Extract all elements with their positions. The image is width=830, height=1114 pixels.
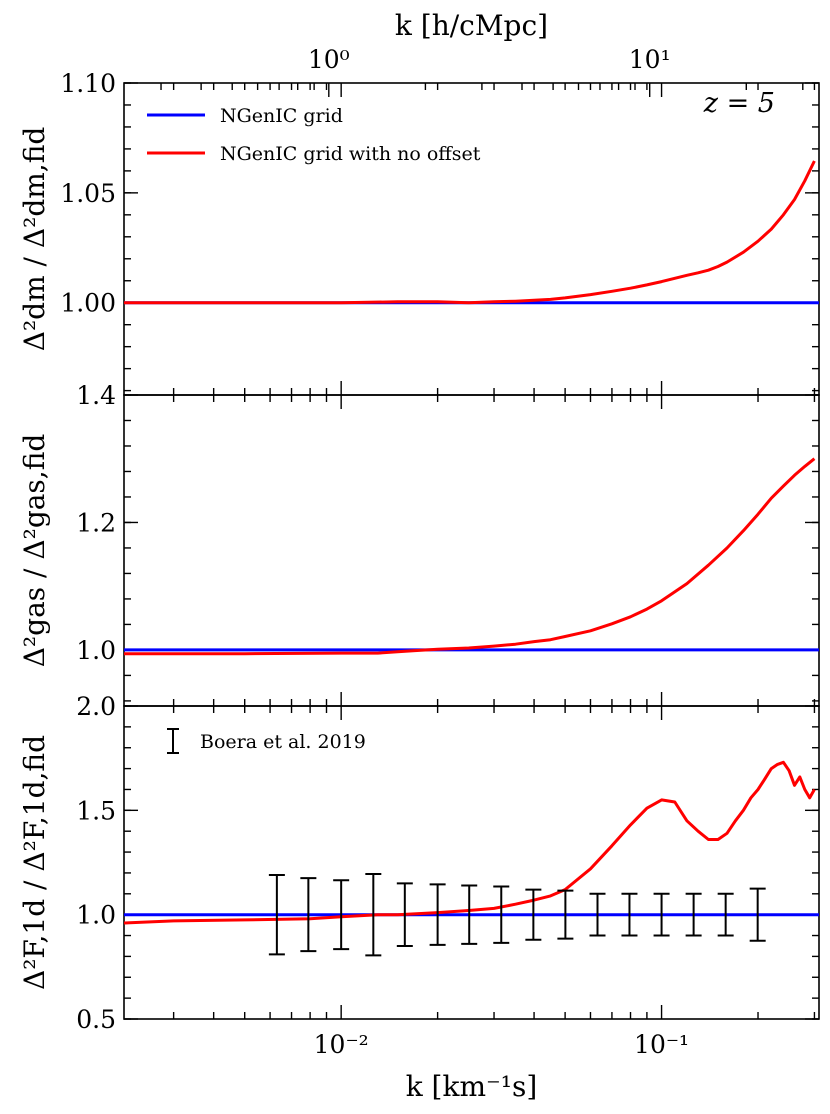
y-tick-label: 1.05 (60, 179, 116, 208)
top-tick-label: 10⁰ (308, 45, 350, 74)
x-axis-label: k [km⁻¹s] (406, 1070, 538, 1103)
series-line-no-offset (124, 457, 816, 656)
plot-area (124, 160, 819, 305)
errorbar (365, 872, 382, 957)
errorbar (300, 877, 317, 953)
y-tick-label: 1.4 (76, 381, 116, 410)
y-tick-label: 0.5 (76, 1005, 116, 1034)
y-tick-label: 1.00 (60, 289, 116, 318)
y-axis-label: Δ²gas / Δ²gas,fid (18, 434, 51, 668)
plot-area (124, 760, 819, 957)
legend-label-boera: Boera et al. 2019 (200, 731, 366, 753)
y-axis-label: Δ²dm / Δ²dm,fid (18, 127, 51, 352)
plot-area (124, 457, 819, 656)
panel-frame (123, 705, 820, 1020)
errorbar (525, 888, 542, 941)
redshift-annotation: z = 5 (703, 88, 775, 119)
series-line-no-offset (124, 160, 816, 305)
panel-frame (123, 394, 820, 707)
y-tick-label: 2.0 (76, 692, 116, 721)
y-tick-label: 1.0 (76, 636, 116, 665)
errorbar (653, 892, 670, 937)
x-tick-label: 10⁻¹ (634, 1030, 689, 1059)
panel-gas: 1.0 1.2 1.4 Δ²gas / Δ²gas,fid (18, 381, 820, 707)
y-tick-label: 1.5 (76, 796, 116, 825)
top-tick-label: 10¹ (629, 45, 671, 74)
errorbar (429, 883, 446, 946)
series-line-no-offset (124, 760, 816, 925)
legend-label: NGenIC grid (220, 105, 343, 127)
errorbar (493, 885, 510, 944)
panel-flux: 0.5 1.0 1.5 2.0 Δ²F,1d / Δ²F,1d,fid Boera et … (18, 692, 820, 1034)
errorbar (396, 882, 413, 947)
errorbar (333, 879, 350, 951)
top-axis-label: k [h/cMpc] (395, 9, 548, 42)
errorbar (268, 874, 285, 956)
panel-frame (123, 82, 820, 396)
errorbar (717, 892, 734, 937)
errorbar (685, 892, 702, 937)
errorbar (621, 892, 638, 937)
errorbar (749, 887, 766, 942)
legend-label: NGenIC grid with no offset (220, 143, 481, 165)
plot-layer: 1.00 1.05 1.10 Δ²dm / Δ²dm,fid 1.0 1.2 1.4 Δ²ga… (18, 9, 820, 1103)
y-axis-label: Δ²F,1d / Δ²F,1d,fid (18, 735, 51, 990)
errorbar (557, 889, 574, 940)
errorbar (461, 884, 478, 945)
errorbar (589, 892, 606, 937)
y-tick-label: 1.2 (76, 508, 116, 537)
legend: NGenIC grid NGenIC grid with no offset (147, 105, 481, 165)
errorbar-legend: Boera et al. 2019 (167, 728, 366, 754)
x-tick-label: 10⁻² (314, 1030, 369, 1059)
panel-dark-matter: 1.00 1.05 1.10 Δ²dm / Δ²dm,fid (18, 69, 820, 396)
y-tick-label: 1.10 (60, 69, 116, 98)
y-tick-label: 1.0 (76, 901, 116, 930)
